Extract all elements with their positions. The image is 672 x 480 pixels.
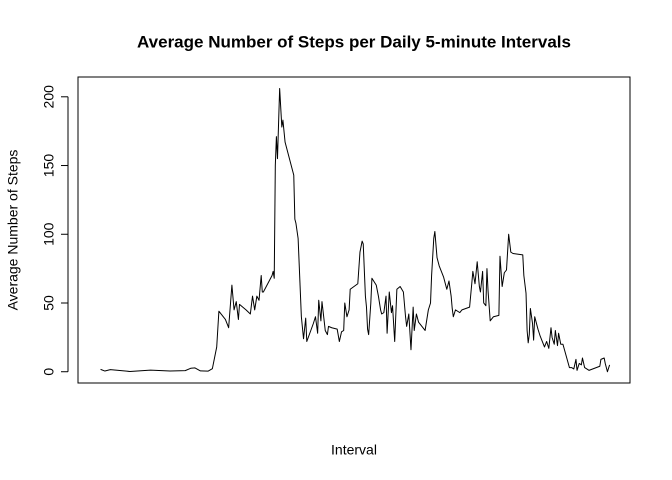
y-tick-label: 200 bbox=[41, 85, 57, 109]
y-tick-label: 100 bbox=[41, 222, 57, 246]
plot-frame bbox=[77, 76, 631, 384]
y-tick-label: 150 bbox=[41, 154, 57, 178]
chart-title: Average Number of Steps per Daily 5-minu… bbox=[137, 32, 571, 51]
data-line bbox=[100, 88, 611, 373]
y-tick-label: 50 bbox=[41, 295, 57, 311]
y-tick-label: 0 bbox=[41, 368, 57, 376]
y-axis-label: Average Number of Steps bbox=[5, 150, 21, 311]
x-axis-label: Interval bbox=[331, 442, 377, 458]
